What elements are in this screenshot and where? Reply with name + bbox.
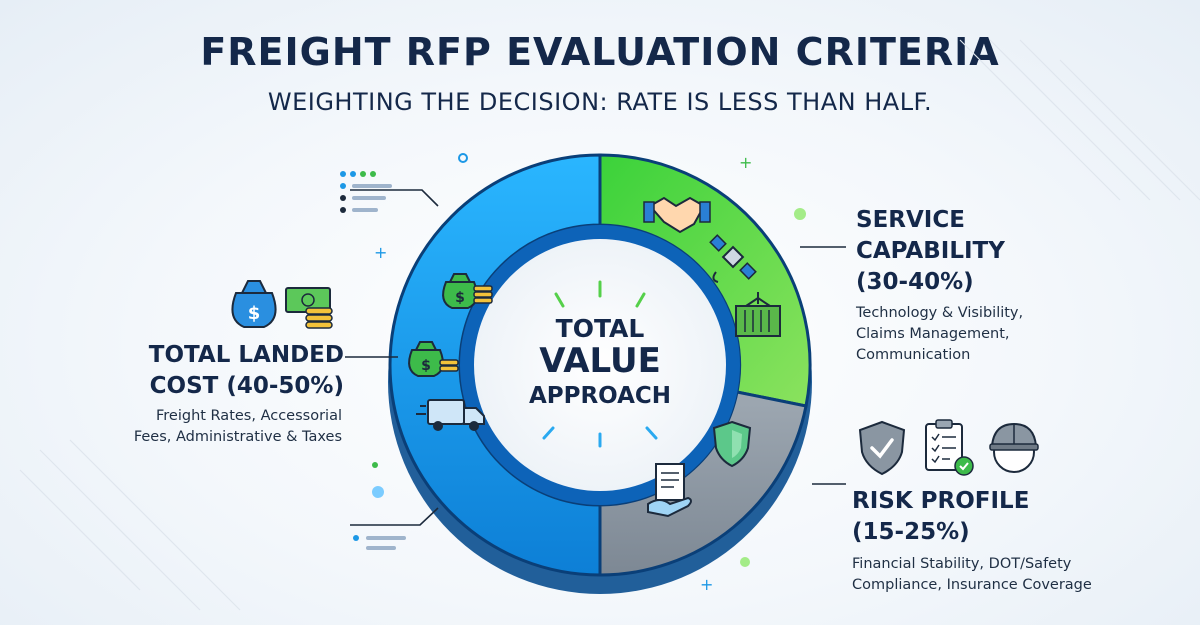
svg-text:$: $ [421,358,431,374]
service-capability-heading: SERVICE CAPABILITY (30-40%) [856,205,1096,298]
handshake-icon [643,196,711,234]
svg-text:$: $ [248,303,261,324]
svg-text:$: $ [455,290,465,306]
checklist-icon [925,419,974,476]
cash-coins-icon [285,287,333,329]
money-bag-icon: $ [442,273,493,309]
hard-hat-icon [989,422,1039,473]
page-title: FREIGHT RFP EVALUATION CRITERIA [200,30,1000,74]
contract-icon [647,463,692,518]
description-line: Compliance, Insurance Coverage [852,577,1092,593]
description-line: Claims Management, [856,326,1010,342]
heading-line: SERVICE [856,207,965,233]
shield-icon [712,420,752,468]
risk-profile-heading: RISK PROFILE (15-25%) [852,486,1112,548]
heading-line: TOTAL LANDED [148,342,344,368]
total-landed-cost-description: Freight Rates, Accessorial Fees, Adminis… [110,406,342,448]
shield-check-icon [858,420,906,476]
center-disc [474,239,726,491]
container-icon [735,292,781,337]
svg-text:+: + [700,575,713,594]
description-line: Communication [856,347,971,363]
satellite-icon [709,234,757,283]
heading-line: RISK PROFILE [852,488,1030,514]
description-line: Financial Stability, DOT/Safety [852,556,1072,572]
heading-line: (30-40%) [856,269,974,295]
center-label-line1: TOTAL [556,314,645,343]
total-landed-cost-heading: TOTAL LANDED COST (40-50%) [126,340,344,402]
decorative-dots: + + + [340,153,806,594]
truck-icon [416,399,485,431]
background-decoration [19,39,1200,611]
connector-lines [345,189,846,526]
svg-text:+: + [374,243,387,262]
heading-line: CAPABILITY [856,238,1005,264]
money-bag-icon: $ [231,280,277,328]
description-line: Fees, Administrative & Taxes [133,429,342,445]
heading-line: COST (40-50%) [149,373,344,399]
description-line: Technology & Visibility, [856,305,1024,321]
money-bag-icon: $ [408,341,459,377]
svg-text:+: + [739,153,752,172]
service-capability-description: Technology & Visibility, Claims Manageme… [856,303,1116,366]
center-label-line3: APPROACH [529,383,671,409]
description-line: Freight Rates, Accessorial [155,408,342,424]
heading-line: (15-25%) [852,519,970,545]
page-subtitle: WEIGHTING THE DECISION: RATE IS LESS THA… [267,88,933,116]
center-label-line2: VALUE [539,341,661,381]
risk-profile-description: Financial Stability, DOT/Safety Complian… [852,554,1142,596]
center-sparkles [542,280,658,448]
